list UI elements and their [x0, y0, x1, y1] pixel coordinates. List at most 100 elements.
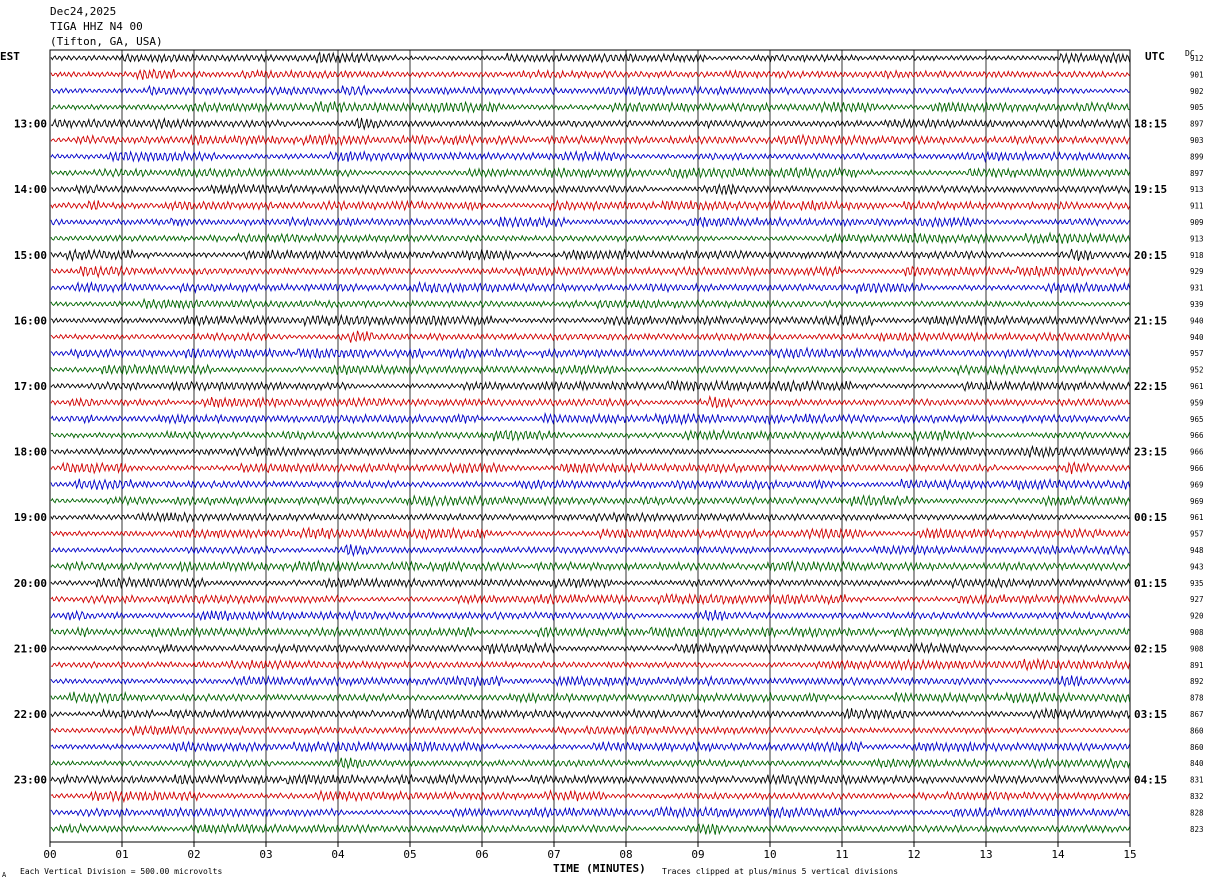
plot-frame [49, 49, 1131, 843]
est-hour-label: 17:00 [14, 380, 47, 393]
dc-value-label: 840 [1190, 759, 1204, 768]
utc-hour-label: 22:15 [1134, 380, 1167, 393]
x-tick-label: 11 [835, 848, 848, 861]
dc-value-label: 860 [1190, 743, 1204, 752]
utc-hour-label: 03:15 [1134, 708, 1167, 721]
seismic-trace [50, 544, 1130, 558]
est-hour-label: 13:00 [14, 118, 47, 131]
seismic-trace [50, 526, 1130, 541]
x-tick-label: 00 [43, 848, 56, 861]
utc-hour-label: 04:15 [1134, 774, 1167, 787]
dc-value-label: 903 [1190, 136, 1204, 145]
dc-value-label: 927 [1190, 595, 1204, 604]
seismic-trace [50, 280, 1131, 295]
est-hour-label: 18:00 [14, 446, 47, 459]
dc-value-label: 823 [1190, 825, 1204, 834]
utc-hour-label: 19:15 [1134, 183, 1167, 196]
scale-note: Each Vertical Division = 500.00 microvol… [20, 867, 223, 876]
seismic-trace [50, 690, 1131, 705]
dc-value-label: 901 [1190, 70, 1204, 79]
seismic-trace [50, 68, 1131, 81]
x-tick-label: 02 [187, 848, 200, 861]
dc-value-label: 961 [1190, 382, 1204, 391]
seismic-trace [50, 394, 1130, 409]
seismic-trace [50, 511, 1130, 524]
seismic-trace [50, 133, 1131, 147]
x-tick-label: 10 [763, 848, 776, 861]
x-tick-label: 06 [475, 848, 488, 861]
corner-mark: A [2, 871, 7, 879]
est-hour-label: 20:00 [14, 577, 47, 590]
dc-value-label: 943 [1190, 562, 1204, 571]
x-tick-label: 07 [547, 848, 560, 861]
est-hour-label: 21:00 [14, 642, 47, 655]
seismic-trace [50, 248, 1131, 262]
seismic-trace [50, 100, 1130, 114]
dc-value-label: 891 [1190, 661, 1204, 670]
dc-value-label: 959 [1190, 398, 1204, 407]
dc-value-label: 940 [1190, 333, 1204, 342]
dc-column-header: DC [1185, 49, 1195, 58]
x-tick-label: 05 [403, 848, 416, 861]
seismic-trace [50, 116, 1131, 131]
dc-value-label: 911 [1190, 202, 1204, 211]
dc-value-label: 957 [1190, 349, 1204, 358]
seismic-trace [50, 199, 1131, 212]
dc-value-label: 969 [1190, 497, 1204, 506]
dc-value-label: 966 [1190, 448, 1204, 457]
dc-value-label: 957 [1190, 530, 1204, 539]
utc-hour-label: 02:15 [1134, 642, 1167, 655]
dc-value-label: 952 [1190, 366, 1204, 375]
est-hour-label: 19:00 [14, 511, 47, 524]
dc-value-label: 897 [1190, 120, 1204, 129]
dc-value-label: 867 [1190, 710, 1204, 719]
x-tick-label: 08 [619, 848, 632, 861]
seismic-trace [50, 576, 1131, 590]
seismic-trace [50, 707, 1131, 721]
dc-value-label: 828 [1190, 808, 1204, 817]
dc-value-label: 908 [1190, 628, 1204, 637]
utc-hour-label: 18:15 [1134, 118, 1167, 131]
dc-value-label: 948 [1190, 546, 1204, 555]
x-tick-label: 12 [907, 848, 920, 861]
x-tick-label: 01 [115, 848, 128, 861]
seismic-trace [50, 609, 1131, 622]
seismic-trace [50, 215, 1131, 229]
utc-hour-label: 20:15 [1134, 249, 1167, 262]
dc-value-label: 860 [1190, 726, 1204, 735]
x-axis-label: TIME (MINUTES) [553, 862, 646, 875]
est-hour-label: 22:00 [14, 708, 47, 721]
dc-value-label: 899 [1190, 152, 1204, 161]
dc-value-label: 913 [1190, 234, 1204, 243]
seismic-trace [50, 346, 1131, 360]
plot-date: Dec24,2025 [50, 5, 117, 18]
seismic-trace [50, 674, 1131, 688]
seismic-trace [50, 757, 1131, 770]
dc-value-label: 892 [1190, 677, 1204, 686]
clip-note: Traces clipped at plus/minus 5 vertical … [662, 867, 899, 876]
x-tick-label: 13 [979, 848, 992, 861]
seismic-trace [50, 149, 1131, 163]
x-tick-label: 09 [691, 848, 704, 861]
dc-value-label: 966 [1190, 464, 1204, 473]
dc-value-label: 908 [1190, 644, 1204, 653]
station-location: (Tifton, GA, USA) [50, 35, 163, 48]
seismic-trace [50, 428, 1131, 443]
seismic-trace [50, 559, 1131, 573]
dc-value-label: 940 [1190, 316, 1204, 325]
seismic-trace [50, 641, 1131, 655]
seismic-trace [50, 411, 1130, 426]
dc-value-label: 902 [1190, 87, 1204, 96]
est-hour-label: 14:00 [14, 183, 47, 196]
dc-value-label: 918 [1190, 251, 1204, 260]
seismic-trace [50, 740, 1131, 754]
seismic-trace [50, 166, 1131, 180]
seismic-trace [50, 182, 1131, 196]
dc-value-label: 912 [1190, 54, 1204, 63]
dc-value-label: 920 [1190, 612, 1204, 621]
seismic-trace [50, 477, 1131, 491]
seismic-trace [50, 444, 1131, 459]
station-code: TIGA HHZ N4 00 [50, 20, 143, 33]
seismic-trace [50, 265, 1131, 279]
